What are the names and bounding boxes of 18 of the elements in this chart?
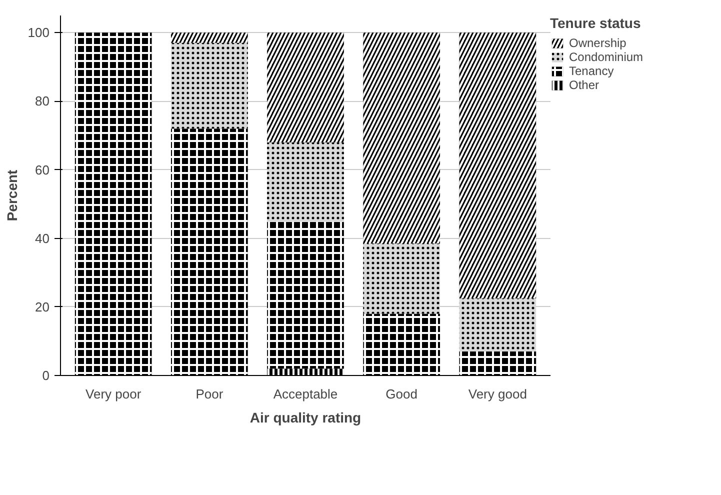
x-tick-label: Very good: [468, 386, 527, 402]
y-tick-label: 100: [28, 25, 50, 40]
legend-label: Tenancy: [569, 64, 614, 78]
y-tick-label: 0: [42, 368, 50, 383]
x-tick-label: Good: [386, 386, 418, 402]
legend-title: Tenure status: [550, 15, 642, 31]
x-tick-label: Poor: [196, 386, 224, 402]
x-tick-label: Acceptable: [273, 386, 338, 402]
y-tick-label: 80: [35, 94, 50, 109]
x-axis-title: Air quality rating: [250, 410, 362, 426]
y-tick-label: 20: [35, 299, 50, 314]
legend-label: Condominium: [569, 50, 644, 64]
y-tick-label: 40: [35, 230, 50, 246]
legend-label: Other: [569, 78, 600, 92]
y-tick-label: 60: [35, 162, 50, 178]
x-tick-label: Very poor: [86, 386, 142, 402]
y-axis-title: Percent: [4, 169, 20, 222]
legend-label: Ownership: [569, 36, 626, 50]
